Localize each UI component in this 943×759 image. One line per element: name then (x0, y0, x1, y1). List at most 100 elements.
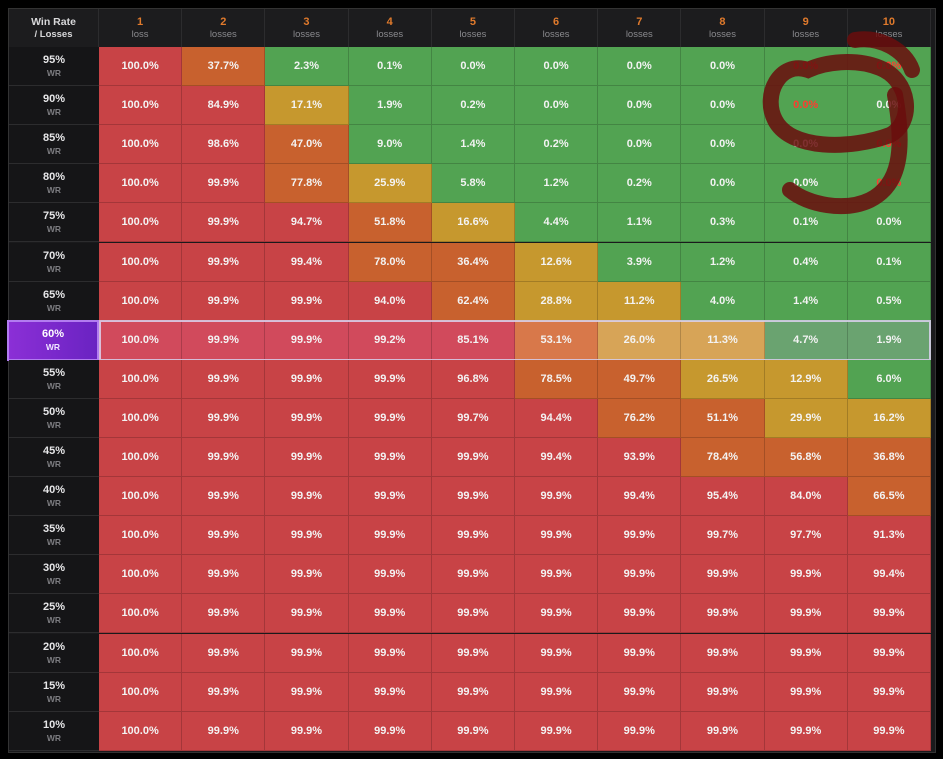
heatmap-cell: 99.9% (182, 242, 266, 282)
heatmap-cell: 99.9% (515, 711, 599, 751)
heatmap-cell: 100.0% (99, 477, 183, 517)
column-header-9: 9 losses (764, 9, 848, 47)
heatmap-cell: 98.6% (182, 125, 266, 165)
heatmap-cell: 78.0% (348, 242, 432, 282)
column-number: 2 (220, 15, 227, 28)
heatmap-cell: 99.9% (265, 516, 349, 556)
column-sublabel: losses (376, 28, 404, 40)
column-sublabel: losses (709, 28, 736, 40)
heatmap-cell: 11.3% (681, 320, 765, 360)
row-label-65pct: 65% WR (9, 281, 99, 321)
heatmap-cell: 100.0% (99, 242, 183, 282)
heatmap-cell: 0.0% (847, 86, 931, 126)
heatmap-cell: 100.0% (99, 359, 183, 399)
heatmap-cell: 0.0% (598, 47, 682, 87)
row-winrate: 65% (42, 288, 66, 301)
heatmap-cell: 0.0% (598, 86, 682, 126)
column-number: 9 (802, 15, 809, 28)
column-header-3: 3 losses (265, 9, 349, 47)
heatmap-cell: 99.9% (764, 633, 848, 673)
heatmap-cell: 0.0% (847, 203, 931, 243)
heatmap-cell: 0.0% (681, 47, 765, 87)
row-label-75pct: 75% WR (9, 203, 99, 243)
heatmap-cell: 0.0% (764, 47, 848, 87)
heatmap-cell: 9.0% (348, 125, 432, 165)
row-winrate: 50% (42, 405, 66, 418)
column-header-7: 7 losses (598, 9, 682, 47)
heatmap-cell: 99.9% (764, 672, 848, 712)
heatmap-cell: 56.8% (764, 438, 848, 478)
heatmap-cell: 99.9% (348, 516, 432, 556)
heatmap-cell: 100.0% (99, 594, 183, 634)
row-winrate: 75% (42, 210, 66, 223)
row-suffix: WR (46, 380, 62, 391)
row-label-90pct: 90% WR (9, 86, 99, 126)
heatmap-cell: 91.3% (847, 516, 931, 556)
heatmap-cell: 6.0% (847, 359, 931, 399)
heatmap-cell: 100.0% (99, 164, 183, 204)
heatmap-cell: 16.6% (431, 203, 515, 243)
column-number: 10 (882, 15, 896, 28)
heatmap-cell: 0.5% (847, 281, 931, 321)
heatmap-cell: 51.1% (681, 398, 765, 438)
heatmap-cell: 100.0% (99, 711, 183, 751)
heatmap-cell: 99.9% (515, 555, 599, 595)
column-header-10: 10 losses (847, 9, 931, 47)
heatmap-cell: 99.4% (847, 555, 931, 595)
heatmap-cell: 3.9% (598, 242, 682, 282)
heatmap-cell: 99.9% (348, 359, 432, 399)
heatmap-cell: 99.9% (598, 633, 682, 673)
heatmap-cell: 99.9% (348, 672, 432, 712)
column-sublabel: loss (131, 28, 149, 40)
row-label-95pct: 95% WR (9, 47, 99, 87)
heatmap-cell: 99.9% (515, 516, 599, 556)
heatmap-cell: 99.4% (515, 438, 599, 478)
heatmap-cell: 0.0% (431, 47, 515, 87)
column-number: 7 (636, 15, 643, 28)
heatmap-cell: 99.9% (265, 359, 349, 399)
heatmap-cell: 100.0% (99, 672, 183, 712)
heatmap-cell: 17.1% (265, 86, 349, 126)
column-header-8: 8 losses (681, 9, 765, 47)
heatmap-cell: 84.0% (764, 477, 848, 517)
heatmap-cell: 99.9% (348, 633, 432, 673)
heatmap-cell: 49.7% (598, 359, 682, 399)
heatmap-cell: 99.2% (348, 320, 432, 360)
heatmap-cell: 1.4% (431, 125, 515, 165)
column-sublabel: losses (542, 28, 570, 40)
heatmap-cell: 4.4% (515, 203, 599, 243)
heatmap-cell: 94.4% (515, 398, 599, 438)
heatmap-cell: 99.9% (515, 594, 599, 634)
row-suffix: WR (46, 498, 62, 509)
heatmap-cell: 99.9% (598, 672, 682, 712)
heatmap-cell: 0.0% (847, 164, 931, 204)
heatmap-cell: 99.9% (847, 711, 931, 751)
row-suffix: WR (46, 263, 62, 274)
heatmap-cell: 100.0% (99, 516, 183, 556)
column-number: 5 (469, 15, 476, 28)
row-suffix: WR (46, 537, 62, 548)
row-suffix: WR (46, 68, 62, 79)
heatmap-cell: 99.9% (598, 516, 682, 556)
corner-label-winrate: Win Rate (31, 15, 76, 28)
column-sublabel: losses (875, 28, 903, 40)
heatmap-cell: 99.9% (348, 477, 432, 517)
heatmap-cell: 12.9% (764, 359, 848, 399)
column-header-1: 1 loss (99, 9, 183, 47)
heatmap-cell: 53.1% (515, 320, 599, 360)
column-sublabel: losses (625, 28, 653, 40)
heatmap-cell: 37.7% (182, 47, 266, 87)
row-suffix: WR (46, 615, 62, 626)
heatmap-cell: 93.9% (598, 438, 682, 478)
heatmap-cell: 66.5% (847, 477, 931, 517)
heatmap-cell: 28.8% (515, 281, 599, 321)
column-header-5: 5 losses (431, 9, 515, 47)
heatmap-cell: 1.1% (598, 203, 682, 243)
row-suffix: WR (46, 654, 62, 665)
heatmap-cell: 0.3% (681, 203, 765, 243)
heatmap-cell: 99.9% (348, 398, 432, 438)
heatmap-cell: 99.9% (598, 594, 682, 634)
heatmap-cell: 99.9% (265, 281, 349, 321)
row-winrate: 25% (42, 601, 66, 614)
heatmap-cell: 76.2% (598, 398, 682, 438)
